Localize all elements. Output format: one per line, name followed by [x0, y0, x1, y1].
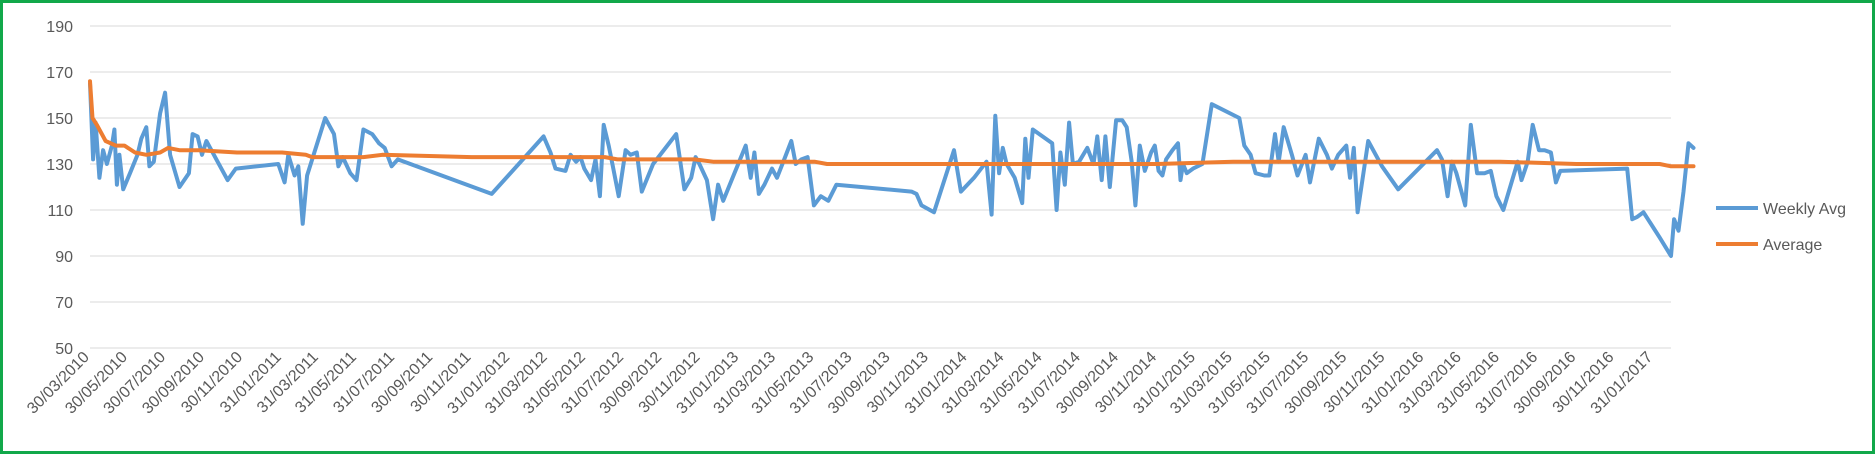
- series-line-average: [88, 79, 1696, 169]
- y-tick-label: 90: [55, 249, 73, 266]
- y-tick-label: 110: [47, 203, 73, 220]
- series-lines: [88, 79, 1696, 258]
- y-tick-label: 150: [46, 111, 73, 128]
- y-tick-label: 170: [46, 65, 73, 82]
- legend: Weekly Avg Average: [1716, 201, 1846, 254]
- y-tick-label: 190: [46, 19, 73, 36]
- y-tick-label: 70: [55, 295, 73, 312]
- legend-label-weekly-avg: Weekly Avg: [1763, 201, 1846, 218]
- y-tick-label: 50: [55, 341, 73, 358]
- y-tick-label: 130: [46, 157, 73, 174]
- y-axis-ticks: 50 70 90 110 130 150 170 190: [46, 19, 73, 358]
- series-line-weekly-avg: [88, 81, 1696, 258]
- legend-label-average: Average: [1763, 237, 1822, 254]
- x-axis-ticks: 30/03/201030/05/201030/07/201030/09/2010…: [24, 349, 1656, 418]
